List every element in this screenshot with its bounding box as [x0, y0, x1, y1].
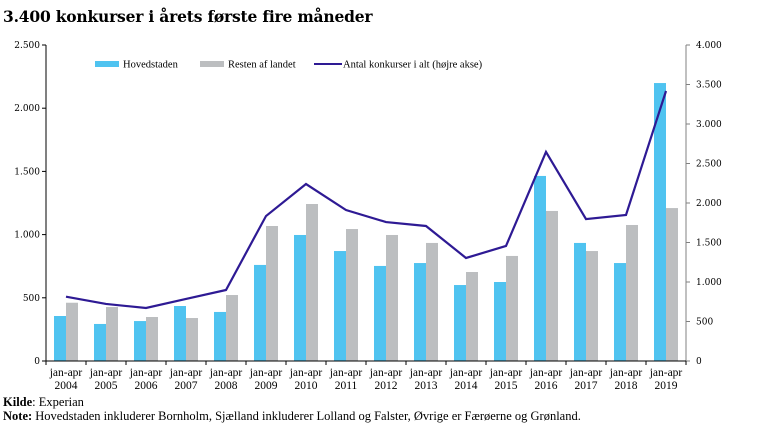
y-tick-label-left: 1.500 — [14, 167, 40, 177]
y-tick-label-right: 0 — [696, 357, 702, 367]
x-tick-label-period: jan-apr — [169, 367, 203, 379]
y-tick-label-right: 4.000 — [696, 41, 722, 51]
x-tick-label-period: jan-apr — [129, 367, 163, 379]
source-label: Kilde — [3, 395, 33, 409]
x-tick-label-year: 2015 — [495, 380, 518, 392]
bar-hovedstaden — [494, 282, 506, 361]
y-tick-label-right: 1.000 — [696, 278, 722, 288]
legend-label-hovedstaden: Hovedstaden — [123, 60, 179, 71]
x-tick-label-period: jan-apr — [289, 367, 323, 379]
x-tick-label-period: jan-apr — [49, 367, 83, 379]
bar-hovedstaden — [574, 242, 586, 361]
x-tick-label-period: jan-apr — [89, 367, 123, 379]
bar-resten-af-landet — [266, 226, 278, 361]
bar-hovedstaden — [294, 234, 306, 361]
bar-hovedstaden — [174, 306, 186, 361]
note-text: Hovedstaden inkluderer Bornholm, Sjællan… — [32, 409, 581, 423]
bar-resten-af-landet — [306, 204, 318, 361]
source-text: : Experian — [32, 395, 84, 409]
y-tick-label-left: 0 — [34, 357, 40, 367]
x-tick-label-year: 2019 — [655, 380, 678, 392]
x-tick-label-period: jan-apr — [369, 367, 403, 379]
bar-resten-af-landet — [666, 208, 678, 361]
y-tick-label-right: 2.500 — [696, 160, 722, 170]
x-tick-label-year: 2007 — [175, 380, 198, 392]
bar-hovedstaden — [214, 311, 226, 361]
bar-resten-af-landet — [66, 302, 78, 361]
bar-resten-af-landet — [106, 307, 118, 361]
bar-hovedstaden — [54, 316, 66, 361]
bar-resten-af-landet — [506, 255, 518, 361]
x-tick-label-year: 2008 — [215, 380, 238, 392]
notes: Kilde: Experian Note: Hovedstaden inklud… — [3, 395, 581, 423]
x-tick-label-year: 2012 — [375, 380, 398, 392]
bar-resten-af-landet — [386, 234, 398, 361]
bar-resten-af-landet — [226, 295, 238, 361]
bar-resten-af-landet — [546, 210, 558, 361]
x-tick-label-period: jan-apr — [529, 367, 563, 379]
bar-hovedstaden — [654, 83, 666, 362]
bar-resten-af-landet — [626, 224, 638, 361]
note-line: Note: Hovedstaden inkluderer Bornholm, S… — [3, 409, 581, 423]
x-tick-label-year: 2014 — [455, 380, 478, 392]
line-antal-konkurser — [65, 90, 668, 310]
y-tick-label-right: 2.000 — [696, 199, 722, 209]
y-tick-label-right: 500 — [696, 318, 713, 328]
y-tick-label-right: 1.500 — [696, 239, 722, 249]
bar-resten-af-landet — [346, 229, 358, 361]
x-tick-label-period: jan-apr — [329, 367, 363, 379]
bar-hovedstaden — [614, 263, 626, 361]
bar-hovedstaden — [374, 265, 386, 361]
source-line: Kilde: Experian — [3, 395, 581, 409]
bar-hovedstaden — [94, 323, 106, 361]
bar-resten-af-landet — [586, 251, 598, 361]
legend-swatch-resten-af-landet — [200, 61, 224, 67]
bar-hovedstaden — [254, 264, 266, 361]
bar-hovedstaden — [334, 251, 346, 361]
bar-hovedstaden — [414, 263, 426, 361]
x-tick-label-period: jan-apr — [409, 367, 443, 379]
y-tick-label-left: 2.500 — [14, 41, 40, 51]
x-tick-label-year: 2010 — [295, 380, 318, 392]
x-tick-label-year: 2009 — [255, 380, 278, 392]
bar-resten-af-landet — [466, 272, 478, 361]
y-tick-label-right: 3.500 — [696, 81, 722, 91]
y-tick-label-left: 1.000 — [14, 231, 40, 241]
x-tick-label-year: 2005 — [95, 380, 118, 392]
x-tick-label-year: 2017 — [575, 380, 598, 392]
legend-label-antal-konkurser: Antal konkurser i alt (højre akse) — [343, 60, 483, 71]
x-tick-label-year: 2004 — [55, 380, 78, 392]
x-tick-label-period: jan-apr — [249, 367, 283, 379]
x-tick-label-period: jan-apr — [449, 367, 483, 379]
legend-label-resten-af-landet: Resten af landet — [228, 60, 296, 71]
bar-resten-af-landet — [426, 242, 438, 361]
x-tick-label-year: 2006 — [135, 380, 158, 392]
x-tick-label-period: jan-apr — [489, 367, 523, 379]
x-tick-label-period: jan-apr — [569, 367, 603, 379]
x-tick-label-period: jan-apr — [209, 367, 243, 379]
x-tick-label-period: jan-apr — [609, 367, 643, 379]
x-tick-label-year: 2016 — [535, 380, 558, 392]
x-tick-label-period: jan-apr — [649, 367, 683, 379]
y-tick-label-left: 500 — [23, 294, 40, 304]
legend-swatch-hovedstaden — [95, 61, 119, 67]
x-tick-label-year: 2011 — [335, 380, 358, 392]
note-label: Note: — [3, 409, 33, 423]
y-tick-label-right: 3.000 — [696, 120, 722, 130]
chart-title: 3.400 konkurser i årets første fire måne… — [3, 7, 373, 26]
x-tick-label-year: 2013 — [415, 380, 438, 392]
y-tick-label-left: 2.000 — [14, 104, 40, 114]
bar-resten-af-landet — [146, 317, 158, 361]
bar-hovedstaden — [454, 285, 466, 361]
bar-hovedstaden — [534, 175, 546, 361]
bar-hovedstaden — [134, 321, 146, 361]
bar-resten-af-landet — [186, 318, 198, 361]
x-tick-label-year: 2018 — [615, 380, 638, 392]
